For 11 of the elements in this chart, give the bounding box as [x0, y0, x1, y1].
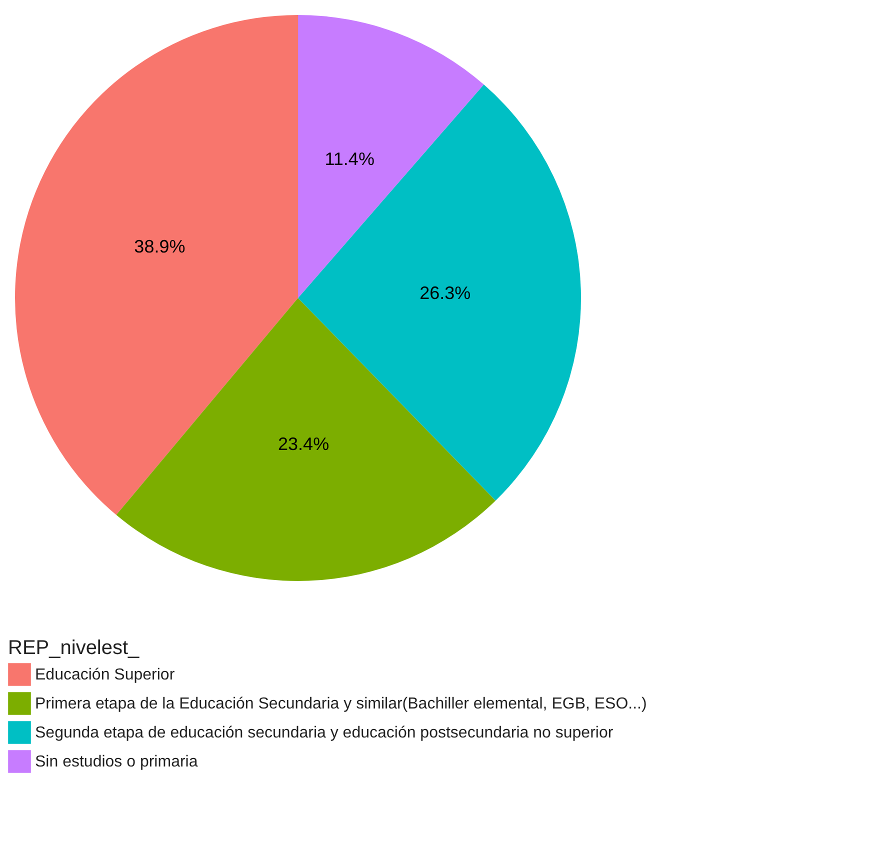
data-label: 23.4% — [278, 434, 330, 454]
legend-label: Primera etapa de la Educación Secundaria y similar(Bachiller elemental, EGB, ESO...) — [35, 696, 647, 712]
data-label: 38.9% — [134, 236, 186, 257]
legend-label: Sin estudios o primaria — [35, 754, 198, 770]
legend-title: REP_nivelest_ — [8, 637, 140, 659]
pie-slice — [298, 15, 484, 298]
legend-label: Educación Superior — [35, 666, 176, 684]
legend-label: Segunda etapa de educación secundaria y educación postsecundaria no superior — [35, 724, 614, 742]
pie-slice — [116, 298, 496, 581]
data-label: 11.4% — [324, 149, 374, 170]
data-label: 26.3% — [420, 282, 471, 303]
